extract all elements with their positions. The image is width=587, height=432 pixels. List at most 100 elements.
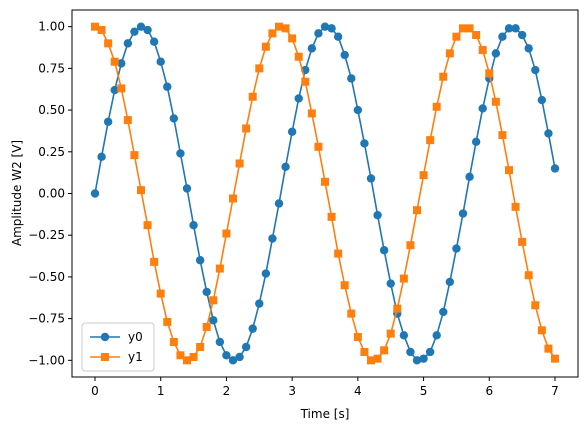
- data-point: [511, 24, 520, 33]
- data-point: [202, 287, 211, 297]
- data-point: [90, 189, 100, 198]
- data-point: [228, 356, 238, 365]
- data-point: [314, 142, 323, 151]
- y-tick-label: −1.00: [28, 353, 65, 367]
- data-point: [386, 329, 395, 338]
- data-point: [274, 199, 284, 208]
- data-point: [222, 351, 231, 360]
- data-point: [425, 347, 435, 357]
- data-point: [419, 171, 428, 180]
- data-point: [485, 69, 494, 78]
- data-point: [117, 84, 126, 93]
- data-point: [255, 299, 264, 308]
- data-point: [360, 139, 369, 148]
- data-point: [412, 356, 422, 365]
- data-point: [150, 257, 159, 266]
- data-point: [130, 151, 139, 160]
- data-point: [103, 117, 113, 126]
- data-point: [314, 29, 323, 38]
- data-point: [379, 246, 389, 255]
- data-point: [353, 332, 362, 341]
- data-point: [399, 274, 408, 283]
- x-tick-label: 5: [420, 384, 428, 398]
- data-point: [215, 264, 224, 273]
- data-point: [182, 184, 192, 193]
- data-point: [248, 92, 257, 101]
- data-point: [406, 241, 415, 250]
- data-point: [261, 42, 270, 51]
- data-point: [268, 234, 277, 243]
- data-point: [97, 26, 106, 35]
- legend-marker: [101, 353, 109, 361]
- data-point: [195, 256, 205, 265]
- y-tick-label: 1.00: [38, 20, 65, 34]
- data-point: [544, 129, 553, 138]
- data-point: [241, 342, 251, 352]
- data-point: [360, 347, 369, 356]
- data-point: [176, 149, 185, 158]
- data-point: [458, 209, 468, 218]
- data-point: [465, 24, 474, 33]
- data-point: [333, 32, 343, 41]
- data-point: [445, 49, 454, 58]
- y-tick-label: 0.75: [38, 61, 65, 75]
- data-point: [432, 331, 441, 340]
- y-tick-label: −0.25: [28, 228, 65, 242]
- legend-label: y0: [128, 330, 143, 344]
- axes-frame: [71, 9, 579, 378]
- data-point: [268, 29, 277, 38]
- x-tick-label: 1: [157, 384, 165, 398]
- data-point: [413, 206, 421, 215]
- data-point: [531, 65, 540, 75]
- legend-box: [81, 322, 155, 372]
- data-point: [340, 281, 349, 290]
- y-tick-label: −0.75: [28, 312, 65, 326]
- data-point: [281, 24, 290, 33]
- data-point: [471, 137, 481, 146]
- data-point: [353, 105, 363, 115]
- x-tick-label: 4: [354, 384, 362, 398]
- data-point: [275, 22, 283, 31]
- data-point: [320, 22, 330, 31]
- data-point: [215, 337, 225, 347]
- data-point: [248, 324, 257, 333]
- data-point: [419, 354, 428, 363]
- data-point: [517, 30, 527, 40]
- data-point: [143, 25, 152, 35]
- data-point: [544, 344, 553, 353]
- data-point: [334, 249, 343, 258]
- data-point: [432, 102, 441, 111]
- y-tick-label: 0.00: [38, 187, 65, 201]
- data-point: [459, 24, 467, 33]
- data-point: [307, 109, 316, 118]
- data-point: [104, 39, 113, 48]
- data-point: [130, 27, 139, 36]
- data-point: [327, 24, 336, 33]
- data-point: [222, 229, 231, 238]
- y-tick-label: 0.50: [38, 103, 65, 117]
- data-point: [347, 74, 356, 83]
- data-point: [524, 44, 533, 53]
- data-point: [347, 309, 356, 318]
- data-point: [235, 352, 244, 362]
- x-tick-label: 3: [288, 384, 296, 398]
- x-tick-label: 6: [485, 384, 493, 398]
- data-point: [110, 85, 119, 95]
- data-point: [235, 159, 244, 168]
- data-point: [163, 317, 172, 326]
- data-point: [294, 94, 303, 103]
- data-point: [281, 162, 290, 172]
- data-point: [242, 124, 251, 133]
- data-point: [189, 352, 198, 361]
- legend-marker: [100, 332, 110, 342]
- data-point: [202, 322, 211, 331]
- series-layer: [90, 22, 560, 365]
- data-point: [406, 347, 415, 357]
- data-point: [393, 304, 402, 313]
- data-point: [518, 237, 527, 246]
- data-point: [294, 52, 303, 61]
- data-point: [373, 354, 382, 363]
- data-point: [229, 194, 237, 203]
- y-axis-label: Amplitude W2 [V]: [10, 140, 24, 246]
- data-point: [511, 202, 520, 211]
